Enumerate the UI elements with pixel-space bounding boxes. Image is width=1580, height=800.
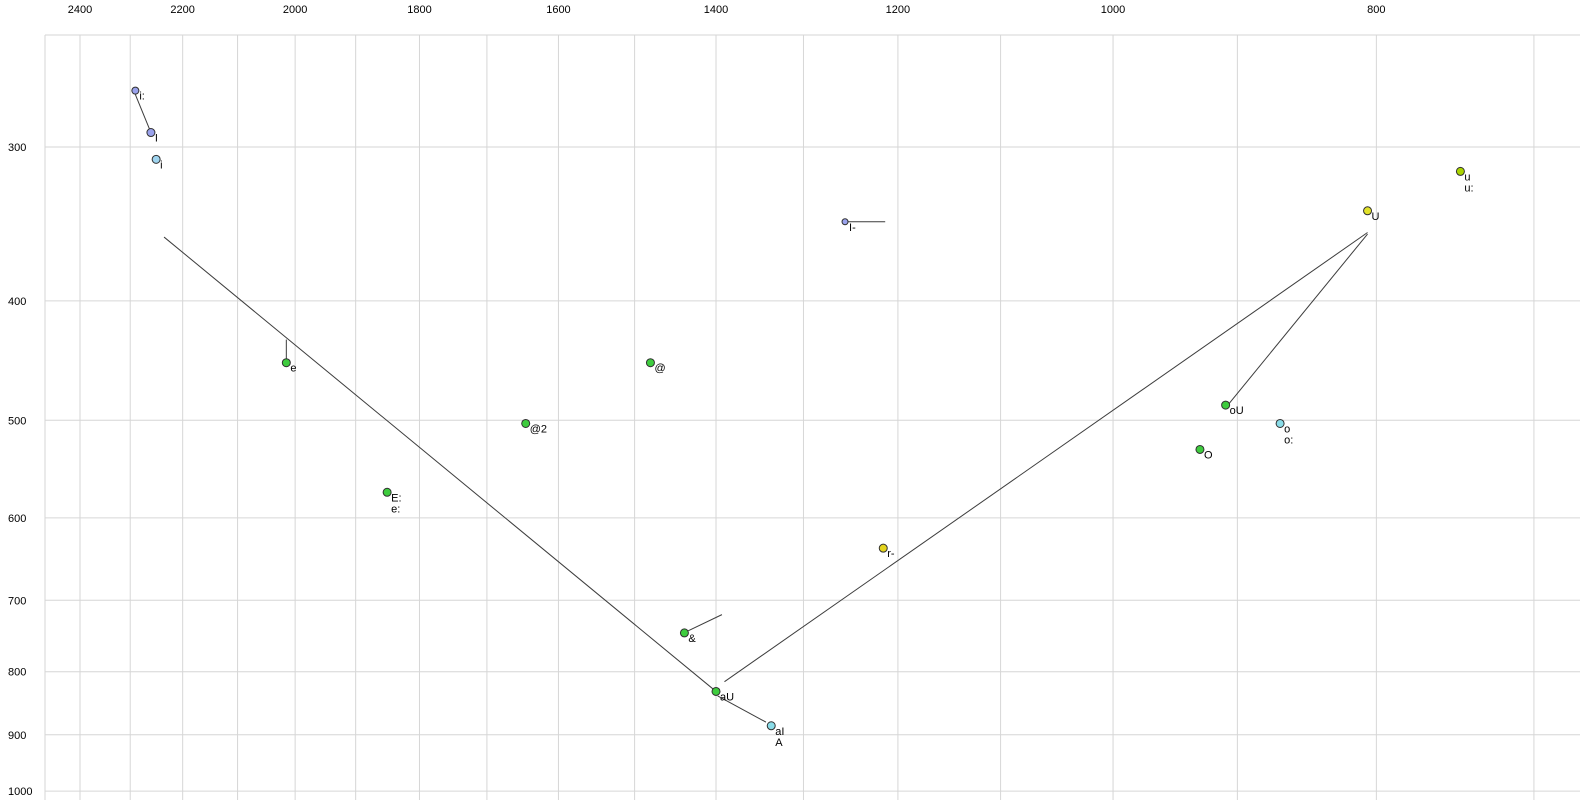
x-tick-label: 1400 [704, 4, 728, 16]
vowel-point-label: u: [1464, 182, 1473, 194]
vowel-point-label: o [1284, 423, 1290, 435]
vowel-point[interactable] [146, 128, 156, 138]
vowel-point-label: oU [1230, 405, 1244, 417]
vowel-point-label: & [688, 633, 696, 645]
vowel-point[interactable] [1221, 400, 1231, 410]
x-tick-label: 1800 [407, 4, 431, 16]
vowel-point[interactable] [151, 154, 161, 164]
trajectory-line [163, 236, 717, 692]
vowel-point-label: I [155, 133, 158, 145]
vowel-point-label: i: [139, 91, 145, 103]
vowel-point[interactable] [1275, 418, 1285, 428]
vowel-point-label: o: [1284, 434, 1293, 446]
vowel-point[interactable] [1195, 444, 1205, 454]
vowel-point-label: i [160, 159, 162, 171]
trajectory-line [686, 614, 723, 632]
y-tick-label: 600 [8, 513, 26, 525]
vowel-point[interactable] [711, 686, 721, 696]
vowel-point-label: @ [654, 363, 665, 375]
vowel-point-label: aI [775, 726, 784, 738]
vowel-point-label: @2 [530, 423, 547, 435]
x-tick-label: 1000 [1101, 4, 1125, 16]
vowel-point-label: e [290, 363, 296, 375]
y-tick-label: 700 [8, 595, 26, 607]
x-tick-label: 2200 [170, 4, 194, 16]
trajectory-line [134, 94, 152, 133]
x-tick-label: 2400 [68, 4, 92, 16]
x-tick-label: 800 [1367, 4, 1385, 16]
vowel-point[interactable] [645, 358, 655, 368]
vowel-point-label: e: [391, 503, 400, 515]
vowel-point[interactable] [281, 358, 291, 368]
vowel-point[interactable] [679, 628, 689, 638]
trajectory-line [1226, 233, 1368, 407]
vowel-point[interactable] [1363, 206, 1373, 216]
vowel-point-label: aU [720, 691, 734, 703]
vowel-point-label: E: [391, 492, 401, 504]
vowel-point-label: u [1464, 171, 1470, 183]
vowel-point[interactable] [382, 487, 392, 497]
y-tick-label: 300 [8, 142, 26, 154]
x-tick-label: 2000 [283, 4, 307, 16]
vowel-point[interactable] [131, 86, 140, 95]
vowel-point[interactable] [521, 418, 531, 428]
vowel-point-label: r- [887, 548, 895, 560]
vowel-point-label: U [1372, 211, 1380, 223]
x-tick-label: 1600 [546, 4, 570, 16]
y-tick-label: 800 [8, 667, 26, 679]
vowel-point[interactable] [766, 721, 776, 731]
vowel-point[interactable] [878, 543, 888, 553]
y-tick-label: 900 [8, 730, 26, 742]
vowel-point[interactable] [841, 218, 849, 226]
trajectory-line [717, 695, 767, 723]
y-tick-label: 400 [8, 296, 26, 308]
vowel-point-label: A [775, 737, 783, 749]
x-tick-label: 1200 [886, 4, 910, 16]
vowel-point-label: O [1204, 449, 1213, 461]
y-tick-label: 1000 [8, 786, 32, 798]
y-tick-label: 500 [8, 415, 26, 427]
trajectory-line [724, 232, 1368, 683]
vowel-point[interactable] [1455, 166, 1465, 176]
vowel-point-label: I- [849, 222, 856, 234]
